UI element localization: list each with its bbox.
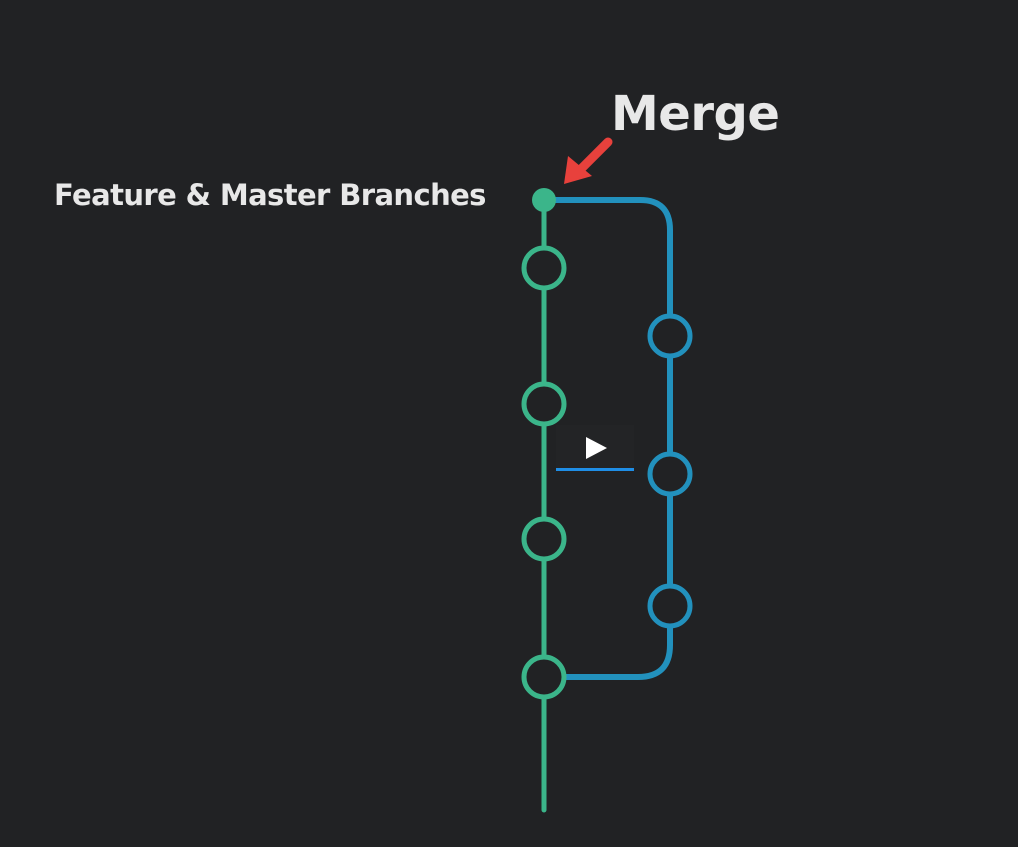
play-progress-bar [556,468,634,471]
feature-commit [647,451,693,497]
feature-branch-line [541,197,673,680]
master-commit [521,245,567,291]
feature-commit [647,313,693,359]
master-commit [521,516,567,562]
play-icon [586,437,607,459]
master-commit [521,381,567,427]
play-button[interactable] [556,425,634,471]
merge-arrow-icon [564,137,613,184]
master-commit [521,654,567,700]
merge-commit [532,188,556,212]
merge-label: Merge [611,86,780,142]
feature-commit [647,583,693,629]
branches-label: Feature & Master Branches [54,178,486,212]
